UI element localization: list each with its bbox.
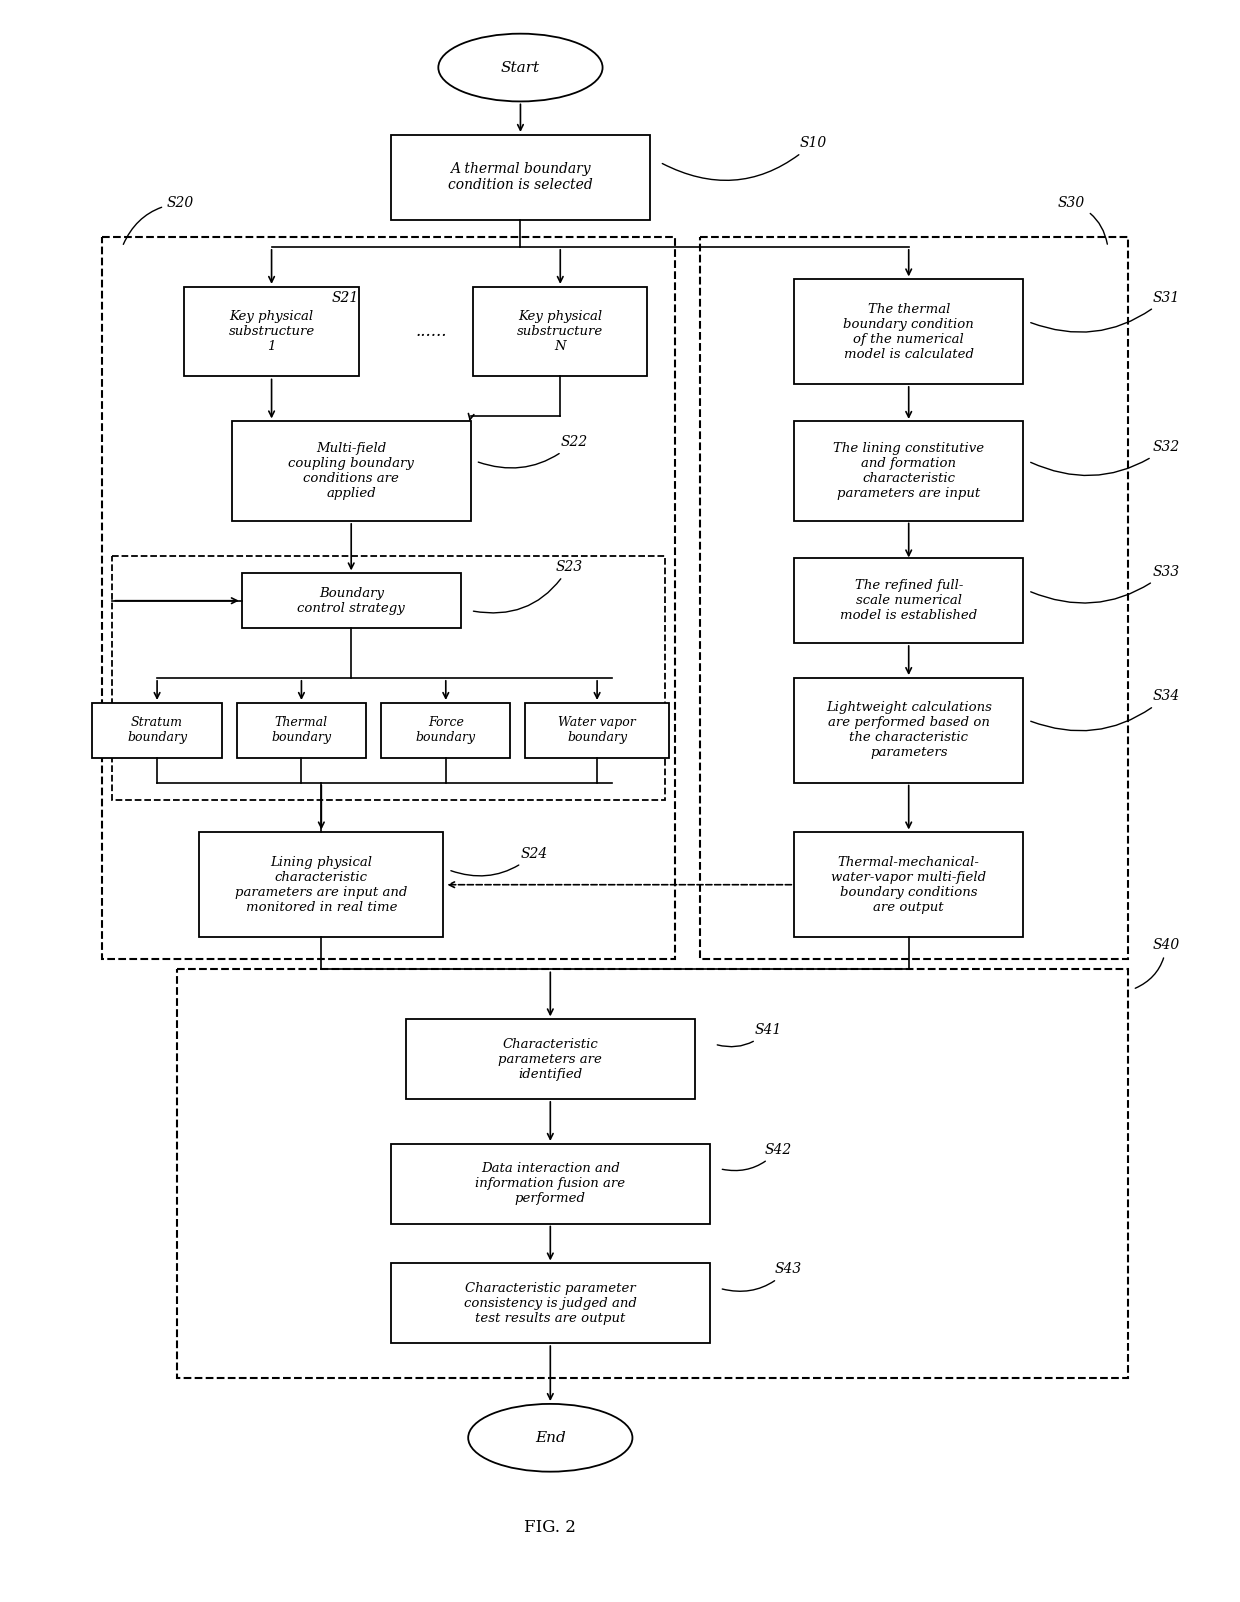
Text: S20: S20 — [123, 195, 195, 245]
FancyBboxPatch shape — [794, 833, 1023, 937]
Text: Lightweight calculations
are performed based on
the characteristic
parameters: Lightweight calculations are performed b… — [826, 702, 992, 759]
Text: Data interaction and
information fusion are
performed: Data interaction and information fusion … — [475, 1161, 625, 1205]
Text: S42: S42 — [722, 1142, 791, 1171]
Text: Key physical
substructure
1: Key physical substructure 1 — [228, 311, 315, 352]
Text: Multi-field
coupling boundary
conditions are
applied: Multi-field coupling boundary conditions… — [288, 442, 414, 500]
FancyBboxPatch shape — [92, 703, 222, 758]
Text: A thermal boundary
condition is selected: A thermal boundary condition is selected — [448, 162, 593, 192]
FancyBboxPatch shape — [525, 703, 670, 758]
FancyBboxPatch shape — [237, 703, 366, 758]
FancyBboxPatch shape — [474, 287, 647, 376]
Text: The refined full-
scale numerical
model is established: The refined full- scale numerical model … — [839, 580, 977, 622]
FancyBboxPatch shape — [405, 1019, 694, 1099]
Text: S23: S23 — [474, 559, 583, 614]
Text: Characteristic parameter
consistency is judged and
test results are output: Characteristic parameter consistency is … — [464, 1282, 637, 1325]
FancyBboxPatch shape — [794, 421, 1023, 521]
FancyBboxPatch shape — [185, 287, 358, 376]
Ellipse shape — [469, 1403, 632, 1472]
Text: S33: S33 — [1030, 566, 1179, 602]
Text: Key physical
substructure
N: Key physical substructure N — [517, 311, 604, 352]
Text: Start: Start — [501, 61, 539, 75]
Text: Thermal
boundary: Thermal boundary — [272, 716, 331, 745]
FancyBboxPatch shape — [794, 279, 1023, 384]
Text: Force
boundary: Force boundary — [415, 716, 476, 745]
Text: S21: S21 — [331, 290, 358, 304]
Text: End: End — [534, 1431, 565, 1445]
Text: S30: S30 — [1058, 195, 1107, 244]
Text: S10: S10 — [662, 136, 826, 181]
Text: S32: S32 — [1030, 441, 1179, 476]
FancyBboxPatch shape — [391, 1264, 709, 1342]
Text: Stratum
boundary: Stratum boundary — [126, 716, 187, 745]
FancyBboxPatch shape — [232, 421, 471, 521]
Text: ......: ...... — [415, 324, 446, 340]
Ellipse shape — [438, 34, 603, 101]
Text: FIG. 2: FIG. 2 — [525, 1519, 577, 1536]
FancyBboxPatch shape — [391, 135, 650, 219]
Text: Boundary
control strategy: Boundary control strategy — [298, 586, 405, 615]
Text: Water vapor
boundary: Water vapor boundary — [558, 716, 636, 745]
Text: S31: S31 — [1030, 290, 1179, 332]
Text: The thermal
boundary condition
of the numerical
model is calculated: The thermal boundary condition of the nu… — [843, 303, 975, 360]
Text: S24: S24 — [451, 847, 548, 876]
FancyBboxPatch shape — [381, 703, 511, 758]
Text: S40: S40 — [1136, 939, 1179, 988]
Text: The lining constitutive
and formation
characteristic
parameters are input: The lining constitutive and formation ch… — [833, 442, 985, 500]
Text: Lining physical
characteristic
parameters are input and
monitored in real time: Lining physical characteristic parameter… — [236, 855, 408, 913]
Text: S43: S43 — [722, 1262, 801, 1291]
FancyBboxPatch shape — [391, 1144, 709, 1224]
FancyBboxPatch shape — [794, 678, 1023, 782]
Text: S34: S34 — [1030, 689, 1179, 731]
Text: Thermal-mechanical-
water-vapor multi-field
boundary conditions
are output: Thermal-mechanical- water-vapor multi-fi… — [831, 855, 986, 913]
FancyBboxPatch shape — [200, 833, 443, 937]
Text: S22: S22 — [479, 436, 588, 468]
Text: S41: S41 — [717, 1024, 781, 1046]
FancyBboxPatch shape — [242, 574, 461, 628]
Text: Characteristic
parameters are
identified: Characteristic parameters are identified — [498, 1038, 603, 1081]
FancyBboxPatch shape — [794, 559, 1023, 642]
